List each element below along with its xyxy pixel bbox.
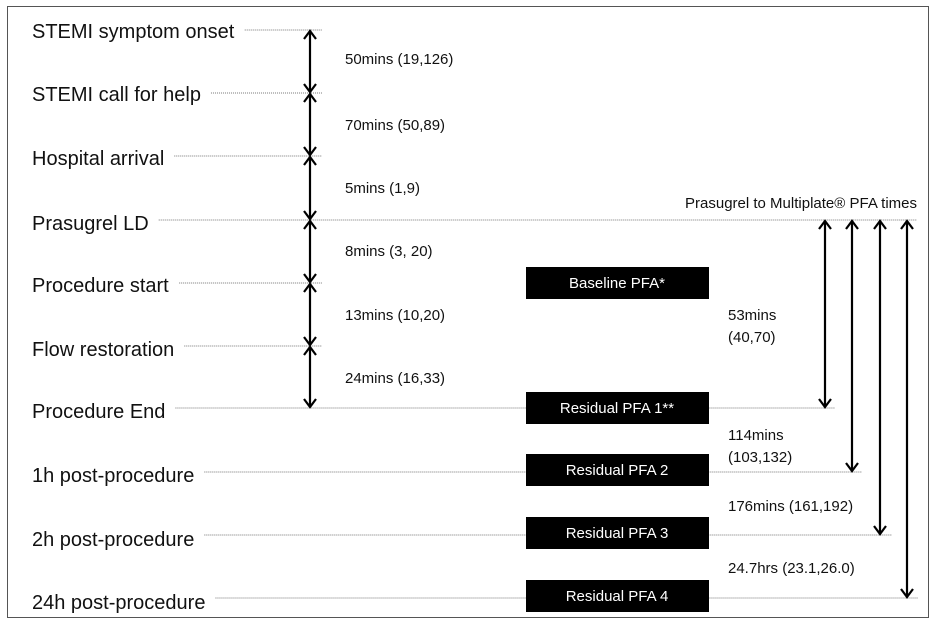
pfa-box-label: Residual PFA 3 bbox=[566, 525, 669, 542]
stage-label: 1h post-procedure bbox=[32, 465, 194, 487]
arrow-head-down bbox=[818, 398, 832, 409]
arrow-head-up bbox=[303, 219, 317, 230]
arrow-head-up bbox=[303, 92, 317, 103]
pfa-times-title: Prasugrel to Multiplate® PFA times bbox=[685, 195, 917, 212]
arrow-head-down bbox=[303, 336, 317, 347]
arrow-head-up bbox=[900, 219, 914, 230]
pfa-box bbox=[526, 267, 709, 299]
double-arrow bbox=[303, 345, 317, 409]
stage-label: 2h post-procedure bbox=[32, 529, 194, 551]
arrow-head-up bbox=[818, 219, 832, 230]
stage-label: Prasugrel LD bbox=[32, 213, 149, 235]
interval-label: 70mins (50,89) bbox=[345, 117, 445, 134]
pfa-time-label: 114mins bbox=[728, 427, 784, 444]
double-arrow bbox=[303, 29, 317, 94]
stage-label: Flow restoration bbox=[32, 339, 174, 361]
stage-label: STEMI symptom onset bbox=[32, 21, 235, 43]
arrow-head-up bbox=[845, 219, 859, 230]
arrow-head-down bbox=[303, 210, 317, 221]
double-arrow bbox=[900, 219, 914, 599]
pfa-time-label: (40,70) bbox=[728, 329, 776, 346]
arrow-head-down bbox=[900, 588, 914, 599]
pfa-box bbox=[526, 580, 709, 612]
stage-label: Procedure start bbox=[32, 275, 169, 297]
interval-label: 13mins (10,20) bbox=[345, 307, 445, 324]
double-arrow bbox=[873, 219, 887, 536]
pfa-time-label: 53mins bbox=[728, 307, 776, 324]
interval-label: 24mins (16,33) bbox=[345, 370, 445, 387]
arrow-head-down bbox=[845, 462, 859, 473]
arrow-head-down bbox=[303, 146, 317, 157]
arrow-head-down bbox=[303, 273, 317, 284]
pfa-box-label: Baseline PFA* bbox=[569, 275, 665, 292]
pfa-time-label: 24.7hrs (23.1,26.0) bbox=[728, 560, 855, 577]
pfa-box bbox=[526, 392, 709, 424]
pfa-box-label: Residual PFA 2 bbox=[566, 462, 669, 479]
pfa-box-label: Residual PFA 1** bbox=[560, 400, 674, 417]
stage-label: Procedure End bbox=[32, 401, 165, 423]
pfa-time-arrows bbox=[818, 219, 914, 599]
stage-label: Hospital arrival bbox=[32, 148, 164, 170]
pfa-box-label: Residual PFA 4 bbox=[566, 588, 669, 605]
double-arrow bbox=[303, 219, 317, 284]
interval-label: 50mins (19,126) bbox=[345, 51, 453, 68]
interval-label: 8mins (3, 20) bbox=[345, 243, 433, 260]
interval-arrows bbox=[303, 29, 317, 409]
diagram-frame bbox=[7, 6, 929, 618]
arrow-head-up bbox=[873, 219, 887, 230]
interval-label: 5mins (1,9) bbox=[345, 180, 420, 197]
double-arrow bbox=[303, 92, 317, 157]
pfa-time-label: 176mins (161,192) bbox=[728, 498, 853, 515]
arrow-head-up bbox=[303, 29, 317, 40]
double-arrow bbox=[845, 219, 859, 473]
pfa-box bbox=[526, 517, 709, 549]
double-arrow bbox=[303, 155, 317, 221]
double-arrow bbox=[818, 219, 832, 409]
stage-label: 24h post-procedure bbox=[32, 592, 205, 614]
arrow-head-up bbox=[303, 345, 317, 356]
arrow-head-down bbox=[303, 83, 317, 94]
pfa-box bbox=[526, 454, 709, 486]
double-arrow bbox=[303, 282, 317, 347]
stage-label: STEMI call for help bbox=[32, 84, 201, 106]
arrow-head-up bbox=[303, 282, 317, 293]
pfa-time-label: (103,132) bbox=[728, 449, 792, 466]
arrow-head-down bbox=[303, 398, 317, 409]
arrow-head-down bbox=[873, 525, 887, 536]
arrow-head-up bbox=[303, 155, 317, 166]
